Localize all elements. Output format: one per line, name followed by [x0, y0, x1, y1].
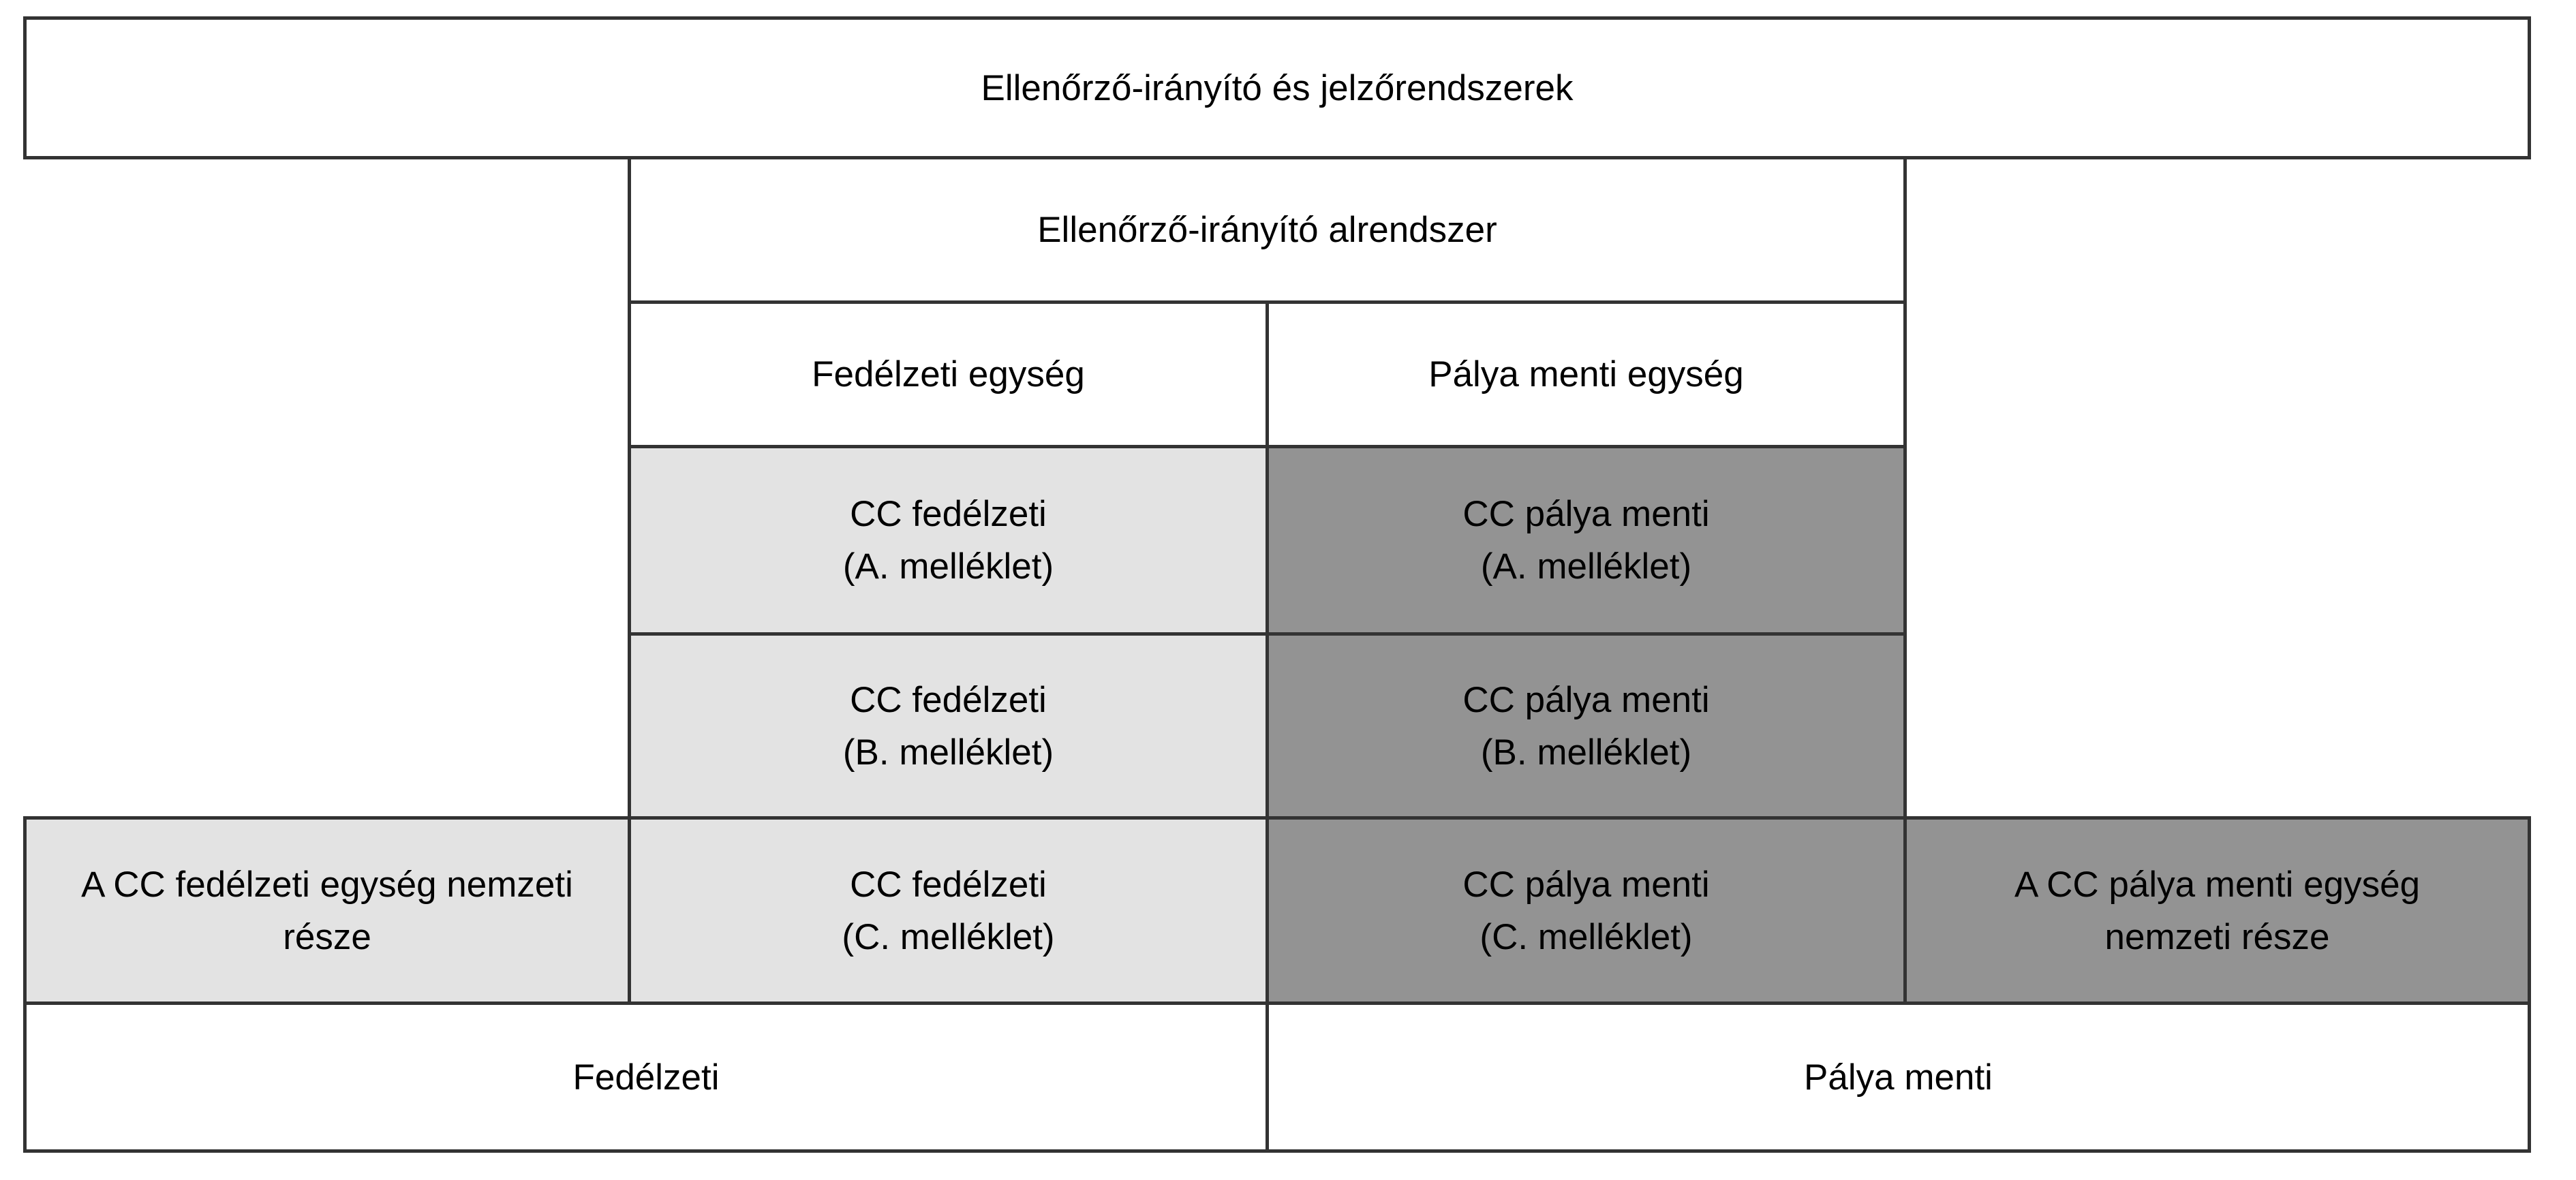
cc-onboard-annex-a-box: CC fedélzeti (A. melléklet)	[628, 445, 1269, 636]
label: CC fedélzeti (A. melléklet)	[842, 494, 1054, 587]
cc-onboard-annex-c-box: CC fedélzeti (C. melléklet)	[628, 816, 1269, 1005]
cc-trackside-annex-c-box: CC pálya menti (C. melléklet)	[1266, 816, 1907, 1005]
label: A CC fedélzeti egység nemzeti része	[81, 864, 573, 957]
label: CC pálya menti (C. melléklet)	[1462, 864, 1710, 957]
cc-trackside-annex-a-box: CC pálya menti (A. melléklet)	[1266, 445, 1907, 636]
trackside-box: Pálya menti	[1266, 1002, 2531, 1153]
label: CC fedélzeti (B. melléklet)	[842, 679, 1054, 773]
national-onboard-part-box: A CC fedélzeti egység nemzeti része	[23, 816, 631, 1005]
label: Pálya menti egység	[1428, 354, 1744, 394]
label: Ellenőrző-irányító és jelzőrendszerek	[981, 67, 1574, 108]
control-command-signalling-box: Ellenőrző-irányító és jelzőrendszerek	[23, 16, 2531, 159]
label: Fedélzeti	[572, 1057, 720, 1098]
cc-trackside-annex-b-box: CC pálya menti (B. melléklet)	[1266, 632, 1907, 820]
onboard-unit-box: Fedélzeti egység	[628, 300, 1269, 448]
cc-onboard-annex-b-box: CC fedélzeti (B. melléklet)	[628, 632, 1269, 820]
label: CC fedélzeti (C. melléklet)	[842, 864, 1055, 957]
control-command-subsystem-box: Ellenőrző-irányító alrendszer	[628, 156, 1907, 304]
label: A CC pálya menti egység nemzeti része	[2014, 864, 2421, 957]
label: Ellenőrző-irányító alrendszer	[1037, 210, 1497, 250]
national-trackside-part-box: A CC pálya menti egység nemzeti része	[1903, 816, 2531, 1005]
label: CC pálya menti (B. melléklet)	[1462, 679, 1710, 773]
label: Pálya menti	[1804, 1057, 1993, 1098]
label: Fedélzeti egység	[812, 354, 1085, 394]
label: CC pálya menti (A. melléklet)	[1462, 494, 1710, 587]
trackside-unit-box: Pálya menti egység	[1266, 300, 1907, 448]
onboard-box: Fedélzeti	[23, 1002, 1269, 1153]
